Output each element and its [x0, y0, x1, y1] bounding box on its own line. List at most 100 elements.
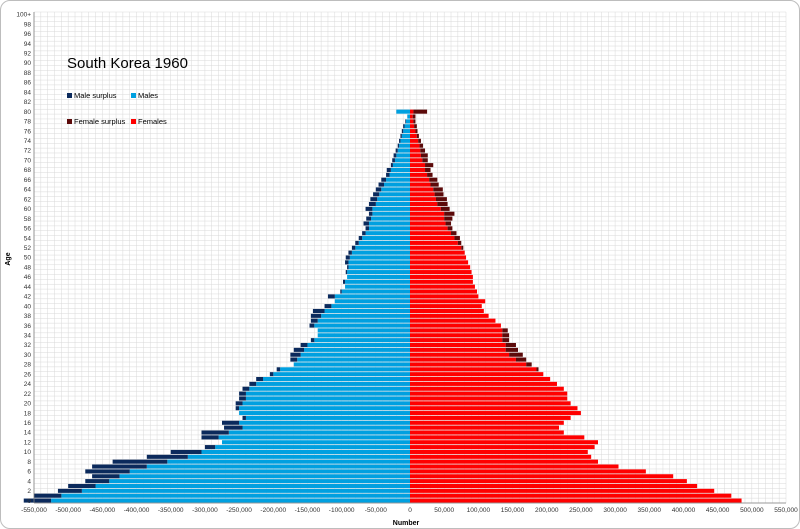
- bar-male-surplus: [327, 294, 335, 299]
- bar-male-surplus: [146, 454, 188, 459]
- bar-male-surplus: [239, 396, 246, 401]
- bar-female-surplus: [416, 133, 419, 138]
- x-tick-label: 450,000: [706, 507, 730, 514]
- bar-male: [379, 192, 410, 197]
- bar-male: [371, 216, 410, 221]
- bar-male-surplus: [310, 313, 322, 318]
- y-tick-label: 44: [24, 284, 32, 291]
- bar-male: [263, 377, 410, 382]
- y-tick-label: 8: [27, 459, 31, 466]
- bar-male: [362, 236, 410, 241]
- x-tick-label: -350,000: [158, 507, 184, 514]
- bar-female-surplus: [434, 192, 444, 197]
- bar-female-surplus: [433, 187, 443, 192]
- x-tick-label: -400,000: [124, 507, 150, 514]
- y-axis-label: Age: [5, 252, 12, 265]
- chart-title: South Korea 1960: [67, 55, 188, 72]
- legend-label-females: Females: [138, 117, 167, 126]
- bar-female: [410, 124, 415, 129]
- y-tick-label: 78: [24, 119, 32, 126]
- bar-female: [410, 163, 426, 168]
- y-tick-label: 12: [24, 439, 32, 446]
- bar-female: [410, 498, 742, 503]
- bar-female: [410, 479, 687, 484]
- bar-female-surplus: [444, 211, 455, 216]
- y-tick-label: 24: [24, 381, 32, 388]
- bar-female: [410, 347, 506, 352]
- bar-male: [390, 167, 410, 173]
- bar-male: [341, 289, 410, 294]
- y-tick-label: 54: [24, 235, 32, 242]
- bar-female: [410, 177, 430, 182]
- legend: Male surplus Males Female surplus Female…: [67, 91, 167, 126]
- bar-female: [410, 158, 423, 163]
- bar-male-surplus: [242, 415, 246, 420]
- y-tick-label: 80: [24, 109, 32, 116]
- bar-male: [239, 420, 410, 425]
- bar-female: [410, 367, 537, 372]
- y-tick-label: 50: [24, 255, 32, 262]
- bar-female: [410, 255, 467, 260]
- bar-male-surplus: [201, 430, 229, 435]
- bar-male: [375, 201, 410, 207]
- y-tick-label: 18: [24, 410, 32, 417]
- bar-female: [410, 138, 419, 143]
- bar-male-surplus: [348, 250, 352, 255]
- y-tick-label: 56: [24, 226, 32, 233]
- legend-swatch-male-surplus: [67, 93, 72, 98]
- y-tick-label: 40: [24, 303, 32, 310]
- bar-male: [372, 211, 410, 216]
- bar-male-surplus: [345, 270, 348, 275]
- bar-female-surplus: [457, 240, 462, 245]
- y-tick-label: 34: [24, 332, 32, 339]
- y-tick-label: 74: [24, 138, 32, 145]
- bar-male: [245, 396, 410, 401]
- x-tick-label: -200,000: [260, 507, 286, 514]
- x-tick-label: 250,000: [569, 507, 593, 514]
- bar-male: [129, 469, 410, 474]
- bar-male-surplus: [393, 153, 397, 158]
- bar-male-surplus: [400, 133, 402, 138]
- bar-male: [399, 143, 410, 148]
- x-tick-label: -100,000: [329, 507, 355, 514]
- bar-female-surplus: [451, 231, 457, 236]
- bar-male-surplus: [351, 245, 356, 250]
- y-tick-label: 38: [24, 313, 32, 320]
- bar-male: [334, 294, 410, 299]
- bar-male: [404, 124, 410, 129]
- bar-female: [410, 483, 698, 489]
- bar-female-surplus: [515, 357, 527, 362]
- bar-male-surplus: [386, 172, 390, 177]
- bar-female: [410, 211, 445, 216]
- y-tick-label: 86: [24, 80, 32, 87]
- bar-male: [372, 206, 410, 211]
- bar-female: [410, 396, 568, 401]
- bar-male: [300, 352, 410, 357]
- y-tick-label: 76: [24, 128, 32, 135]
- bars: [23, 109, 742, 503]
- bar-female: [410, 406, 578, 411]
- bar-male: [389, 172, 410, 177]
- bar-female: [410, 328, 503, 333]
- bar-female: [410, 304, 482, 309]
- bar-male: [146, 464, 411, 469]
- bar-male: [81, 488, 410, 493]
- bar-female: [410, 338, 503, 343]
- bar-male: [109, 479, 410, 484]
- bar-male: [321, 313, 410, 318]
- bar-male: [304, 347, 410, 352]
- bar-female: [410, 133, 417, 138]
- bar-female-surplus: [413, 109, 428, 114]
- bar-male: [280, 367, 410, 372]
- y-tick-label: 92: [24, 51, 32, 58]
- bar-female: [410, 430, 564, 435]
- bar-female: [410, 114, 413, 119]
- y-tick-label: 68: [24, 167, 32, 174]
- bar-male-surplus: [358, 236, 363, 241]
- bar-male-surplus: [249, 381, 257, 386]
- bar-male: [317, 333, 410, 338]
- bar-male-surplus: [235, 401, 243, 406]
- bar-female-surplus: [526, 362, 532, 367]
- bar-male-surplus: [235, 406, 240, 411]
- bar-female: [410, 274, 473, 279]
